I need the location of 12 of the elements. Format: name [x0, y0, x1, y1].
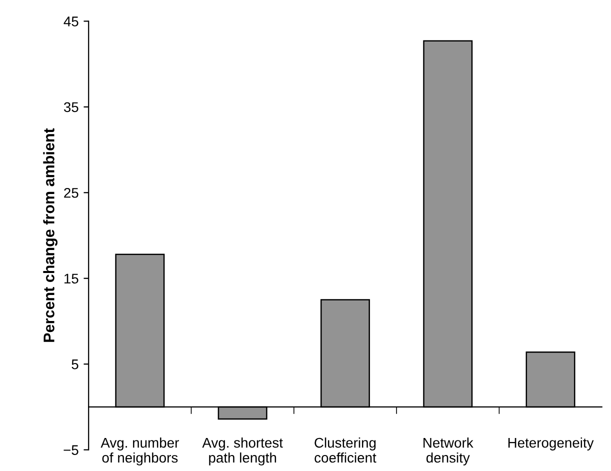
y-tick-label: 25 [64, 188, 78, 198]
y-tick-label: 45 [64, 16, 78, 26]
y-tick-label: 5 [72, 360, 78, 370]
y-tick-label: −5 [64, 445, 78, 455]
y-axis-title: Percent change from ambient [43, 128, 58, 342]
y-tick-label: 35 [64, 102, 78, 112]
x-tick-label: Network density [424, 438, 474, 466]
y-tick-label: 15 [64, 274, 78, 284]
x-tick-label: Avg. number of neighbors [100, 438, 179, 466]
x-tick-label: Clustering coefficient [314, 438, 376, 463]
x-tick-label: Heterogeneity [508, 438, 594, 450]
x-tick-label: Avg. shortest path length [202, 438, 283, 466]
